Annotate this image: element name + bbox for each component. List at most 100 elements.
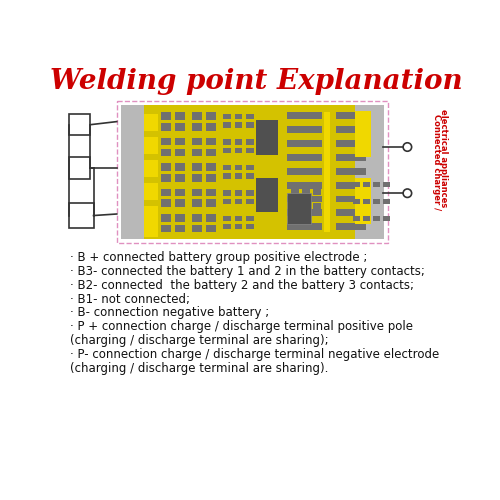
Bar <box>206 225 216 232</box>
Text: · B2- connected  the battery 2 and the battery 3 contacts;: · B2- connected the battery 2 and the ba… <box>70 278 414 291</box>
Bar <box>336 196 366 202</box>
Bar <box>356 178 371 224</box>
Bar <box>246 190 254 196</box>
Bar <box>161 112 171 120</box>
Bar <box>287 140 322 147</box>
Bar <box>313 203 320 208</box>
Bar <box>206 163 216 171</box>
Bar <box>144 137 158 154</box>
Bar <box>144 206 158 223</box>
Bar <box>336 140 366 147</box>
Bar <box>223 216 230 221</box>
Bar <box>175 138 185 145</box>
Bar <box>363 182 370 187</box>
Bar <box>374 216 380 221</box>
Bar <box>374 198 380 204</box>
Bar <box>287 182 322 188</box>
Bar <box>336 223 366 230</box>
Bar <box>161 163 171 171</box>
Bar <box>246 114 254 119</box>
Bar <box>206 188 216 196</box>
Bar <box>336 182 366 188</box>
Bar <box>223 198 230 204</box>
Bar <box>144 220 158 237</box>
Bar <box>161 200 171 207</box>
Bar <box>246 198 254 204</box>
Bar <box>68 114 90 136</box>
Text: · B3- connected the battery 1 and 2 in the battery contacts;: · B3- connected the battery 1 and 2 in t… <box>70 265 425 278</box>
Bar <box>363 216 370 221</box>
Bar <box>234 216 242 221</box>
Bar <box>68 203 94 228</box>
Bar <box>246 140 254 144</box>
Bar <box>192 163 202 171</box>
Bar <box>302 190 310 194</box>
Bar <box>161 123 171 131</box>
Bar <box>287 112 322 119</box>
Bar <box>223 164 230 170</box>
Bar <box>302 203 310 208</box>
Bar <box>287 223 322 230</box>
Bar <box>287 196 322 202</box>
Bar <box>192 188 202 196</box>
Bar <box>246 148 254 153</box>
Bar <box>223 190 230 196</box>
Bar <box>246 164 254 170</box>
Bar <box>192 200 202 207</box>
Text: · P- connection charge / discharge terminal negative electrode: · P- connection charge / discharge termi… <box>70 348 440 361</box>
Bar <box>287 154 322 161</box>
Bar <box>117 101 388 244</box>
Bar <box>223 140 230 144</box>
Bar <box>246 173 254 178</box>
Bar <box>354 104 384 240</box>
Bar <box>144 160 158 177</box>
Bar <box>234 140 242 144</box>
Text: (charging / discharge terminal are sharing).: (charging / discharge terminal are shari… <box>70 362 328 375</box>
Bar <box>336 168 366 174</box>
Bar <box>223 224 230 230</box>
Bar <box>175 123 185 131</box>
Bar <box>161 214 171 222</box>
Bar <box>120 104 144 240</box>
Bar <box>313 190 320 194</box>
Bar <box>206 174 216 182</box>
Bar <box>120 104 384 240</box>
Bar <box>175 148 185 156</box>
Text: · B + connected battery group positive electrode ;: · B + connected battery group positive e… <box>70 251 368 264</box>
Bar <box>287 126 322 133</box>
Bar <box>246 224 254 230</box>
Bar <box>68 157 90 178</box>
Bar <box>144 114 158 131</box>
Bar <box>223 122 230 128</box>
Bar <box>206 214 216 222</box>
Bar <box>223 114 230 119</box>
Bar <box>356 111 371 157</box>
Bar <box>291 190 299 194</box>
Bar <box>192 148 202 156</box>
Bar <box>175 225 185 232</box>
Bar <box>206 148 216 156</box>
Bar <box>384 182 390 187</box>
Bar <box>192 174 202 182</box>
Bar <box>384 216 390 221</box>
Bar <box>384 198 390 204</box>
Bar <box>336 112 366 119</box>
Bar <box>175 112 185 120</box>
Bar <box>353 216 360 221</box>
Bar <box>192 123 202 131</box>
Bar <box>336 126 366 133</box>
Bar <box>234 122 242 128</box>
Bar <box>223 148 230 153</box>
Bar <box>175 214 185 222</box>
Bar <box>287 193 310 224</box>
Bar <box>175 188 185 196</box>
Bar <box>234 164 242 170</box>
Bar <box>363 198 370 204</box>
Bar <box>234 198 242 204</box>
Text: · P + connection charge / discharge terminal positive pole: · P + connection charge / discharge term… <box>70 320 413 334</box>
Bar <box>175 163 185 171</box>
Bar <box>161 148 171 156</box>
Bar <box>336 210 366 216</box>
Bar <box>206 200 216 207</box>
Bar <box>256 178 278 212</box>
